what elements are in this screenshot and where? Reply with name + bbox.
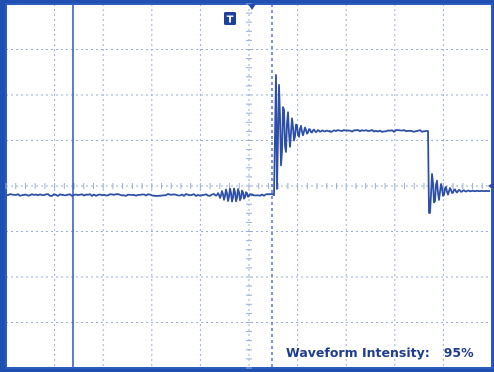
trigger-arrow-icon	[248, 4, 256, 10]
waveform-intensity-readout: Waveform Intensity: 95%	[286, 345, 494, 360]
trigger-position-marker[interactable]: T	[224, 4, 256, 26]
level-marker-icon[interactable]	[488, 182, 494, 190]
trigger-marker-label: T	[227, 15, 234, 26]
waveform-intensity-value: 95%	[443, 345, 474, 360]
trigger-T-icon	[224, 12, 236, 25]
waveform-intensity-label: Waveform Intensity:	[286, 345, 430, 360]
waveform-trace	[5, 74, 490, 214]
